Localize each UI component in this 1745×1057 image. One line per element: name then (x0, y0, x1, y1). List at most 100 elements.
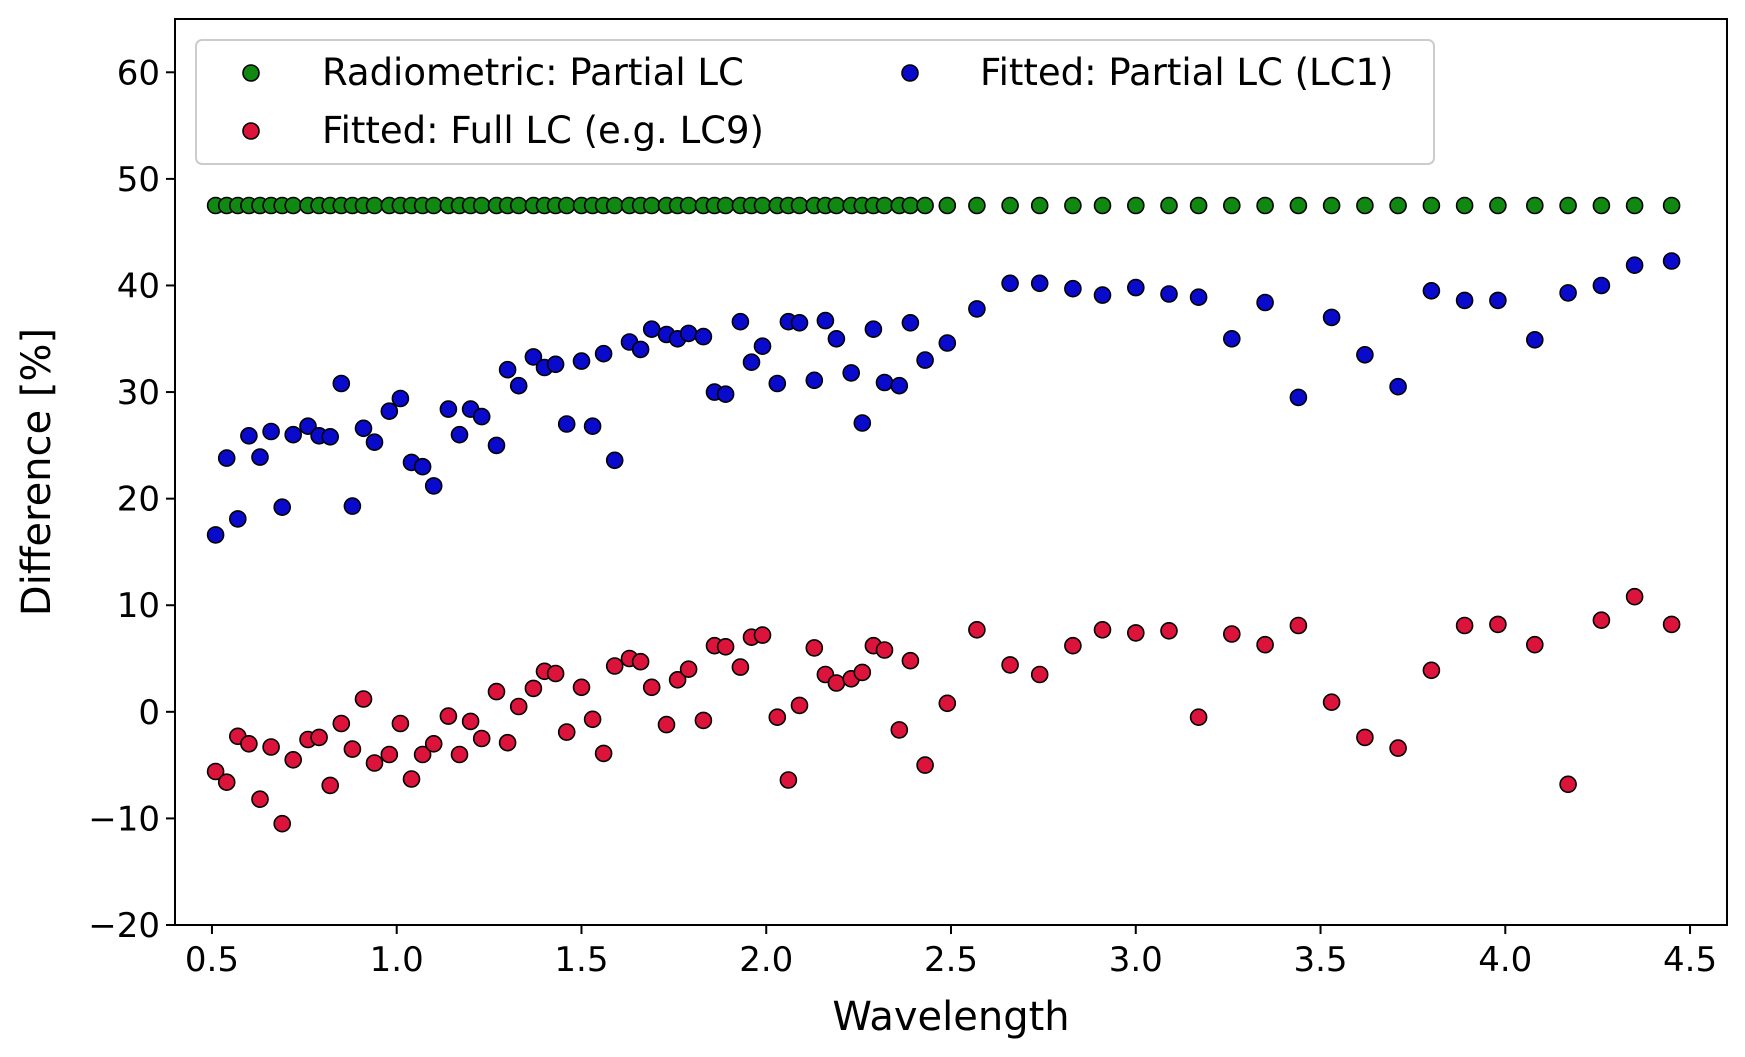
data-point (450, 425, 469, 444)
data-point (1526, 635, 1544, 654)
data-point (1064, 279, 1082, 298)
data-point (605, 657, 624, 675)
data-point (1093, 620, 1112, 639)
data-point (1526, 196, 1544, 215)
data-point (679, 660, 698, 679)
data-point (1592, 196, 1611, 215)
data-point (251, 448, 269, 466)
data-point (642, 196, 661, 215)
data-point (1001, 196, 1019, 215)
data-point (1289, 388, 1308, 407)
legend-label: Radiometric: Partial LC (322, 51, 744, 94)
data-point (694, 327, 713, 346)
data-point (206, 762, 225, 781)
data-point (509, 376, 528, 395)
data-point (262, 422, 280, 441)
data-point (240, 426, 258, 445)
data-point (779, 771, 798, 789)
data-point (642, 320, 661, 339)
data-point (1662, 196, 1681, 215)
data-point (1189, 288, 1208, 307)
data-point (439, 400, 458, 418)
data-point (284, 750, 303, 769)
data-point (875, 373, 894, 392)
data-point (1256, 196, 1274, 215)
data-point (679, 196, 698, 215)
data-point (768, 374, 787, 393)
data-point (1093, 286, 1112, 304)
data-point (354, 419, 373, 438)
data-point (768, 708, 787, 727)
x-tick-label: 1.0 (370, 940, 424, 980)
data-point (827, 674, 846, 692)
data-point (413, 457, 432, 476)
data-point (572, 352, 591, 370)
y-tick-label: 10 (117, 586, 160, 626)
data-point (332, 374, 351, 393)
data-point (668, 670, 687, 689)
data-point (583, 710, 602, 729)
data-point (901, 313, 920, 332)
data-point (1662, 252, 1681, 270)
data-point (1455, 616, 1474, 635)
data-point (1625, 587, 1644, 606)
data-point (1093, 196, 1112, 215)
data-point (1455, 291, 1474, 310)
data-point (1662, 615, 1681, 634)
data-point (487, 436, 506, 455)
data-point (1030, 274, 1049, 293)
data-point (938, 196, 957, 215)
data-point (916, 351, 934, 369)
data-point (1256, 635, 1274, 654)
data-point (1030, 196, 1049, 215)
y-tick-label: 20 (117, 480, 160, 520)
data-point (968, 300, 986, 318)
data-point (968, 620, 986, 639)
data-point (1322, 196, 1341, 215)
legend-item: Fitted: Full LC (e.g. LC9) (242, 109, 764, 152)
data-point (1389, 196, 1407, 215)
data-point (461, 712, 480, 731)
data-point (594, 744, 613, 763)
legend-box (195, 39, 1435, 165)
data-point (1064, 196, 1082, 215)
data-point (546, 355, 565, 374)
data-point (731, 658, 750, 676)
data-point (864, 320, 883, 339)
data-point (1592, 611, 1611, 630)
data-point (1455, 196, 1474, 215)
data-point (1389, 377, 1407, 396)
data-point (413, 745, 432, 764)
data-point (642, 678, 661, 697)
data-point (273, 498, 292, 517)
data-point (827, 196, 846, 215)
data-point (853, 414, 872, 432)
data-point (938, 694, 957, 713)
data-point (716, 196, 735, 215)
x-axis-label: Wavelength (832, 994, 1069, 1040)
series-3 (206, 252, 1681, 544)
data-point (842, 364, 861, 382)
data-point (1289, 196, 1308, 215)
data-point (916, 756, 934, 774)
data-point (1389, 739, 1407, 757)
data-point (901, 196, 920, 215)
data-point (731, 312, 750, 331)
data-point (472, 729, 491, 748)
data-point (657, 715, 676, 734)
data-point (391, 714, 410, 733)
legend-label: Fitted: Partial LC (LC1) (980, 51, 1393, 94)
x-tick-label: 2.5 (924, 940, 978, 980)
data-point (1127, 278, 1145, 297)
x-tick-label: 0.5 (185, 940, 239, 980)
data-point (365, 196, 384, 215)
data-point (365, 754, 384, 772)
data-point (1356, 728, 1374, 747)
x-axis: 0.5 1.0 1.5 2.0 2.5 3.0 3.5 4.0 4.5 (185, 925, 1717, 980)
y-tick-label: 60 (117, 53, 160, 93)
y-tick-label: 0 (138, 693, 160, 733)
data-point (1322, 308, 1341, 327)
legend-item: Fitted: Partial LC (LC1) (901, 51, 1393, 94)
data-point (439, 707, 458, 725)
data-point (890, 721, 909, 739)
